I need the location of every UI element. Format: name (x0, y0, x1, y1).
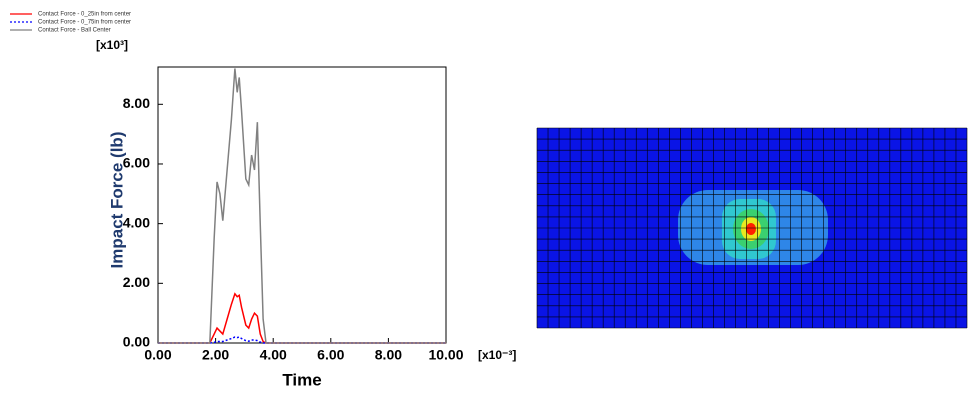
y-tick-label: 4.00 (123, 214, 150, 230)
legend-label: Contact Force - 0_75in from center (38, 20, 131, 26)
x-axis-label: Time (282, 370, 321, 389)
y-tick-label: 0.00 (123, 334, 150, 350)
plot-frame (157, 66, 447, 344)
y-tick-label: 8.00 (123, 95, 150, 111)
y-tick-label: 2.00 (123, 274, 150, 290)
y-axis-label: Impact Force (lb) (107, 132, 126, 269)
y-multiplier: [x10³] (96, 38, 128, 52)
x-tick-label: 10.00 (428, 347, 463, 363)
contour-plot (536, 127, 968, 329)
contour-band (746, 223, 756, 235)
y-tick-label: 6.00 (123, 155, 150, 171)
legend-label: Contact Force - 0_25in from center (38, 12, 131, 18)
x-tick-label: 8.00 (375, 347, 402, 363)
data-line (158, 292, 446, 344)
x-tick-label: 6.00 (317, 347, 344, 363)
x-tick-label: 2.00 (202, 347, 229, 363)
legend-label: Contact Force - Ball Center (38, 28, 111, 34)
x-multiplier: [x10⁻³] (478, 348, 516, 362)
data-line (158, 336, 446, 344)
x-tick-label: 4.00 (260, 347, 287, 363)
data-line (158, 68, 446, 344)
x-tick-label: 0.00 (144, 347, 171, 363)
